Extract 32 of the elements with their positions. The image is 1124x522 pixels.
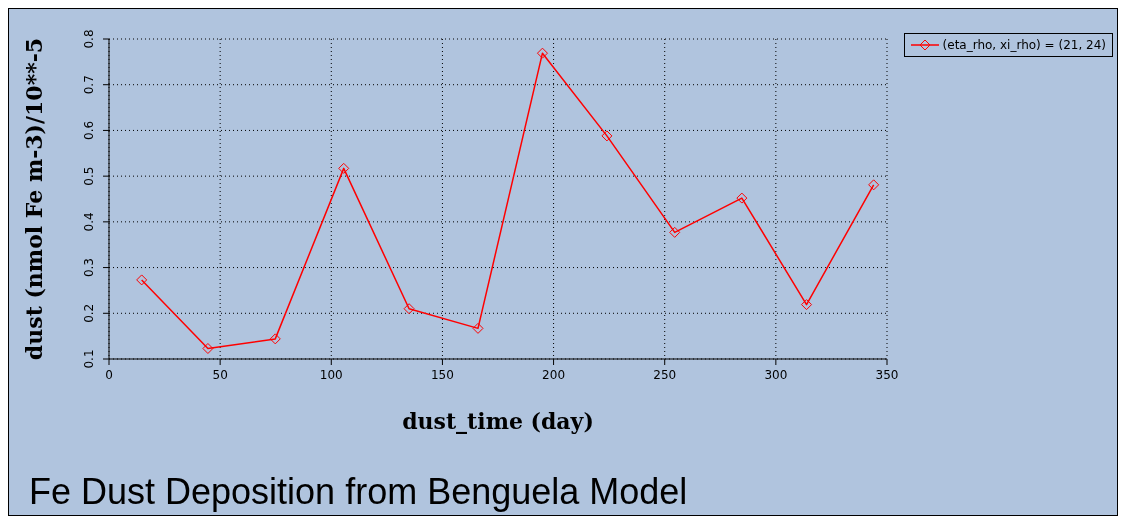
y-tick-label: 0.3 <box>82 258 96 278</box>
point <box>669 226 681 238</box>
text: Fe Dust Deposition from Benguela Model <box>29 471 688 513</box>
x-tick-label: 250 <box>653 368 677 382</box>
x-axis-title: dust_time (day) <box>402 408 594 434</box>
y-tick-label: 0.2 <box>82 303 96 323</box>
point <box>868 179 880 191</box>
y-tick-label: 0.8 <box>82 29 96 49</box>
point <box>403 303 415 315</box>
y-tick-label: 0.1 <box>82 349 96 369</box>
y-axis-title: dust (nmol Fe m-3)/10**-5 <box>20 37 47 361</box>
y-tick-label: 0.7 <box>82 75 96 95</box>
x-tick-label: 300 <box>764 368 788 382</box>
x-tick-label: 0 <box>105 368 113 382</box>
point <box>601 130 613 142</box>
x-tick-label: 150 <box>430 368 454 382</box>
point <box>338 162 350 174</box>
point <box>136 274 148 286</box>
point <box>202 342 214 354</box>
x-tick-label: 100 <box>319 368 343 382</box>
point <box>736 192 748 204</box>
legend-label: (eta_rho, xi_rho) = (21, 24) <box>942 38 1106 52</box>
x-tick-label: 200 <box>542 368 566 382</box>
point <box>536 47 548 59</box>
point <box>269 333 281 345</box>
x-tick-label: 350 <box>875 368 899 382</box>
x-tick-label: 50 <box>212 368 228 382</box>
y-tick-label: 0.5 <box>82 166 96 186</box>
point <box>472 322 484 334</box>
y-tick-label: 0.4 <box>82 212 96 232</box>
y-tick-label: 0.6 <box>82 120 96 140</box>
point <box>801 299 813 311</box>
